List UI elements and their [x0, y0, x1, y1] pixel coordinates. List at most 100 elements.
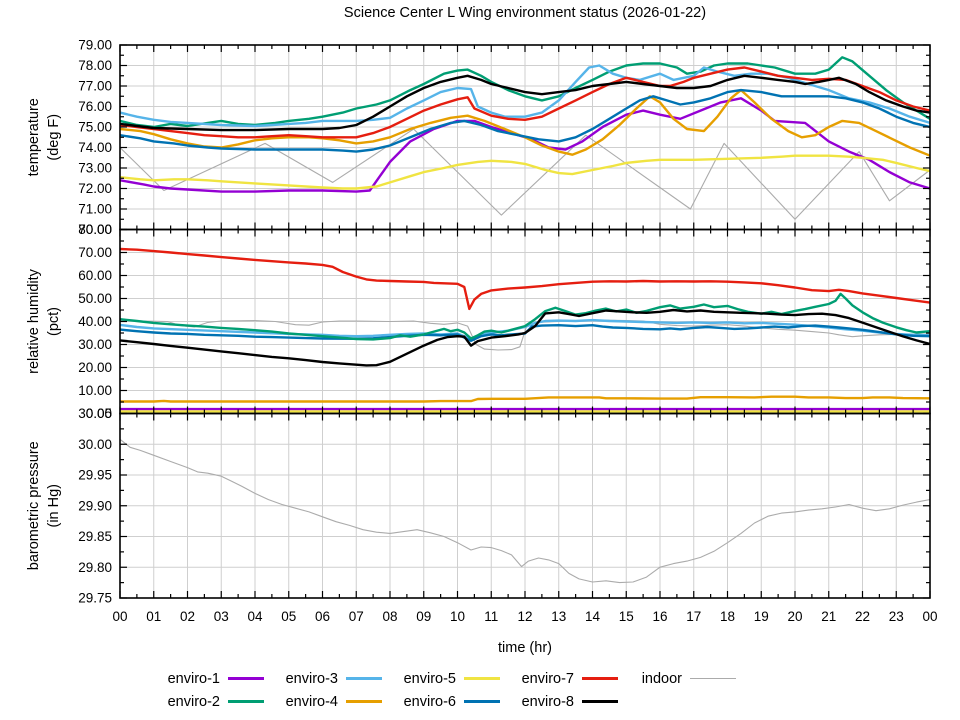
y-tick-label: 29.95: [78, 468, 112, 483]
legend-label: enviro-3: [285, 670, 338, 687]
x-tick-label: 20: [787, 609, 802, 624]
series-enviro-2: [120, 292, 930, 341]
legend-line-sample: [346, 677, 382, 680]
x-tick-label: 16: [652, 609, 667, 624]
y-tick-label: 79.00: [78, 38, 112, 53]
y-tick-label: 40.00: [78, 314, 112, 329]
y-axis-title: (pct): [46, 307, 62, 336]
y-tick-label: 73.00: [78, 161, 112, 176]
legend-entry-enviro-2: enviro-2: [150, 690, 268, 713]
x-tick-label: 17: [686, 609, 701, 624]
legend-entry-enviro-1: enviro-1: [150, 667, 268, 690]
legend-line-sample: [582, 677, 618, 680]
legend-entry-enviro-8: enviro-8: [504, 690, 622, 713]
y-tick-label: 75.00: [78, 120, 112, 135]
legend-entry-indoor: indoor: [622, 667, 740, 690]
series-enviro-7: [120, 66, 930, 139]
legend-line-sample: [228, 677, 264, 680]
legend: enviro-1 enviro-3 enviro-5 enviro-7 indoor en…: [150, 667, 740, 713]
legend-line-sample: [464, 677, 500, 680]
series-enviro-6: [120, 88, 930, 153]
legend-line-sample: [464, 700, 500, 703]
y-tick-label: 72.00: [78, 181, 112, 196]
series-enviro-8: [120, 74, 930, 132]
legend-label: enviro-2: [167, 693, 220, 710]
x-tick-label: 14: [585, 609, 601, 624]
x-tick-label: 23: [889, 609, 904, 624]
legend-entry-enviro-3: enviro-3: [268, 667, 386, 690]
legend-entry-enviro-4: enviro-4: [268, 690, 386, 713]
y-tick-label: 29.85: [78, 529, 112, 544]
y-tick-label: 29.80: [78, 560, 112, 575]
legend-label: enviro-5: [403, 670, 456, 687]
y-axis-title: (deg F): [46, 114, 62, 161]
series-enviro-4: [120, 395, 930, 403]
legend-line-sample: [228, 700, 264, 703]
y-axis-title: barometric pressure: [26, 441, 42, 570]
series-indoor: [120, 438, 930, 584]
x-tick-label: 12: [517, 609, 532, 624]
series-enviro-5: [120, 154, 930, 190]
panel-relative-humidity: 80.0070.0060.0050.0040.0030.0020.0010.00…: [26, 222, 931, 421]
series-indoor: [120, 128, 930, 220]
x-tick-label: 08: [382, 609, 397, 624]
series-enviro-8: [120, 308, 930, 367]
x-tick-label: 22: [855, 609, 870, 624]
panel-temperature: 79.00 78.00 77.00 76.00 75.00 74.00 73.00 72.00…: [26, 38, 931, 237]
plot-area: 79.00 78.00 77.00 76.00 75.00 74.00 73.00 72.00…: [26, 38, 938, 625]
y-tick-label: 50.00: [78, 291, 112, 306]
legend-entry-enviro-5: enviro-5: [386, 667, 504, 690]
legend-label: enviro-6: [403, 693, 456, 710]
x-tick-label: 13: [551, 609, 566, 624]
y-axis-title: (in Hg): [46, 484, 62, 528]
y-tick-label: 70.00: [78, 245, 112, 260]
legend-label: indoor: [641, 670, 682, 687]
x-tick-label: 18: [720, 609, 735, 624]
legend-line-sample: [582, 700, 618, 703]
x-tick-label: 09: [416, 609, 431, 624]
series-indoor: [120, 319, 930, 351]
legend-label: enviro-8: [521, 693, 574, 710]
panel-barometric-pressure: 30.05 30.00 29.95 29.90 29.85 29.80 29.75 barom…: [26, 406, 931, 606]
y-axis-title: temperature: [26, 98, 42, 176]
x-tick-label: 21: [821, 609, 836, 624]
x-tick-label: 10: [450, 609, 465, 624]
x-tick-label: 00: [112, 609, 127, 624]
x-tick-label: 15: [619, 609, 634, 624]
legend-entry-enviro-7: enviro-7: [504, 667, 622, 690]
x-tick-label: 06: [315, 609, 330, 624]
y-tick-label: 76.00: [78, 99, 112, 114]
y-tick-label: 71.00: [78, 202, 112, 217]
series-enviro-4: [120, 88, 930, 157]
legend-line-sample: [346, 700, 382, 703]
y-tick-label: 60.00: [78, 268, 112, 283]
x-tick-label: 03: [214, 609, 229, 624]
x-tick-label: 11: [484, 609, 498, 624]
x-tick-label: 07: [349, 609, 364, 624]
x-tick-label: 00: [922, 609, 937, 624]
x-tick-label: 19: [754, 609, 769, 624]
y-tick-label: 30.05: [78, 406, 112, 421]
x-tick-label: 04: [247, 609, 263, 624]
y-tick-label: 74.00: [78, 140, 112, 155]
series-enviro-7: [120, 247, 930, 311]
y-tick-label: 29.75: [78, 591, 112, 606]
x-tick-label: 05: [281, 609, 296, 624]
chart-title: Science Center L Wing environment status…: [343, 5, 707, 21]
y-tick-label: 30.00: [78, 337, 112, 352]
legend-label: enviro-7: [521, 670, 574, 687]
y-tick-label: 70.00: [78, 222, 112, 237]
y-tick-label: 20.00: [78, 360, 112, 375]
legend-entry-enviro-6: enviro-6: [386, 690, 504, 713]
series-enviro-2: [120, 56, 930, 129]
y-tick-label: 30.00: [78, 437, 112, 452]
y-tick-label: 77.00: [78, 79, 112, 94]
y-tick-label: 29.90: [78, 498, 112, 513]
x-tick-label: 01: [146, 609, 161, 624]
y-tick-label: 10.00: [78, 383, 112, 398]
y-tick-label: 78.00: [78, 58, 112, 73]
legend-line-sample: [690, 678, 736, 679]
x-tick-label: 02: [180, 609, 195, 624]
series-enviro-6: [120, 324, 930, 342]
